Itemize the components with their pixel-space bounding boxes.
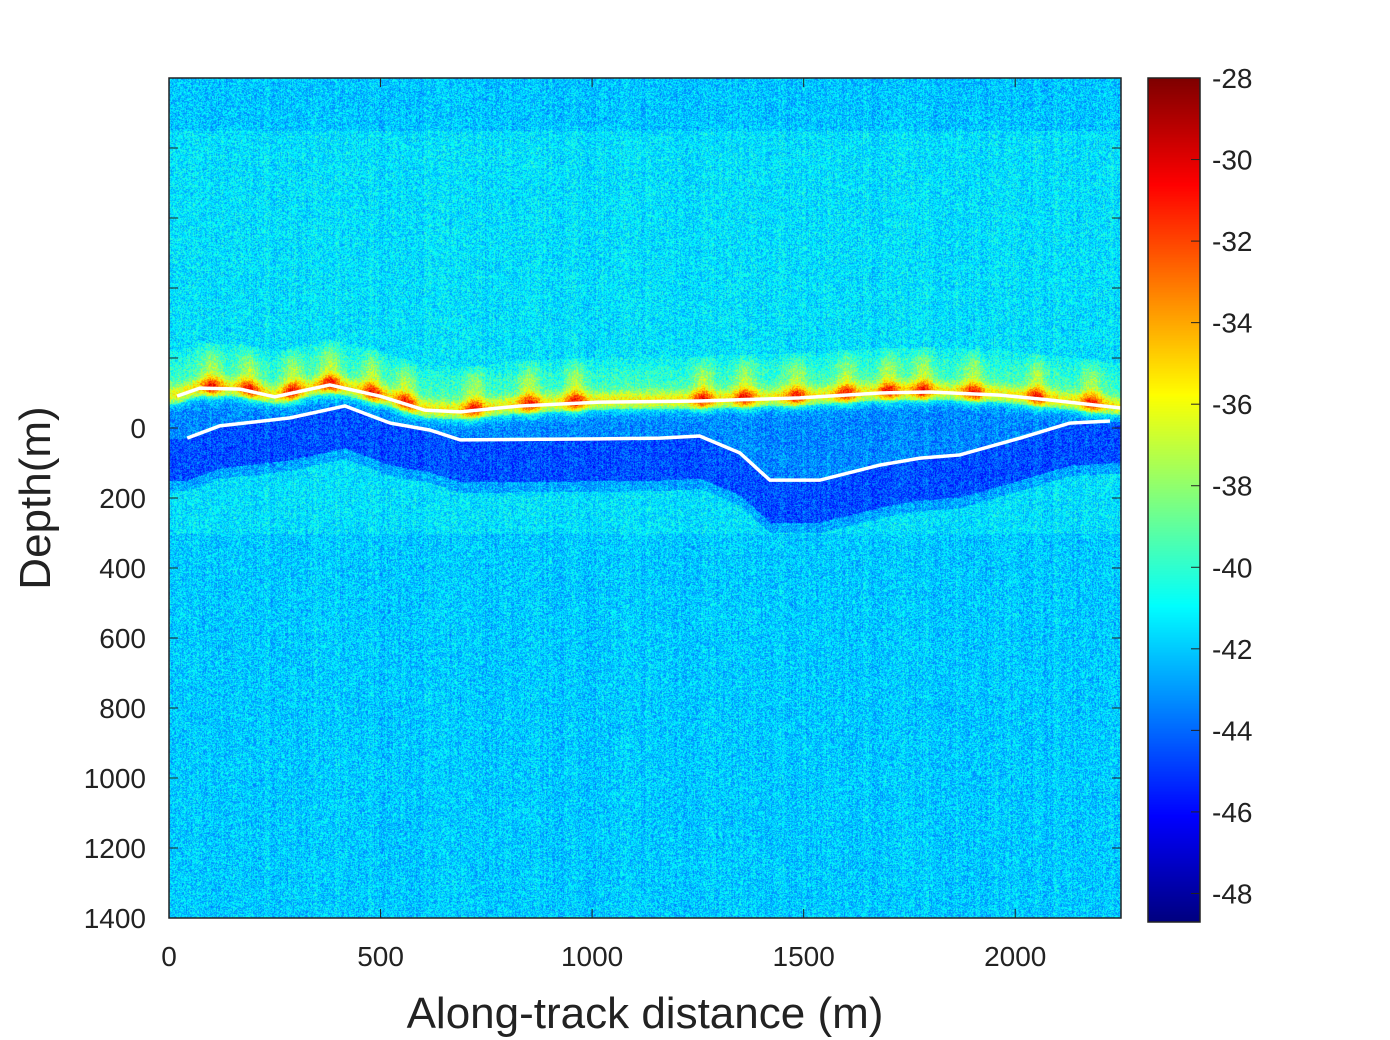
y-tick-label: 800 — [99, 693, 146, 724]
x-tick-label: 0 — [161, 941, 177, 972]
x-tick-label: 2000 — [984, 941, 1046, 972]
colorbar-tick-label: -30 — [1212, 145, 1252, 176]
x-tick-label: 500 — [357, 941, 404, 972]
colorbar-tick-label: -42 — [1212, 634, 1252, 665]
plot-frame — [168, 77, 1122, 919]
y-axis-label: Depth(m) — [11, 406, 60, 589]
colorbar-tick-label: -48 — [1212, 878, 1252, 909]
colorbar-tick-label: -40 — [1212, 552, 1252, 583]
x-tick-label: 1500 — [773, 941, 835, 972]
y-tick-label: 1200 — [84, 833, 146, 864]
y-tick-label: 200 — [99, 483, 146, 514]
colorbar-tick-label: -32 — [1212, 226, 1252, 257]
x-axis-label: Along-track distance (m) — [407, 989, 884, 1038]
colorbar — [1148, 78, 1200, 922]
colorbar-tick-label: -38 — [1212, 471, 1252, 502]
colorbar-tick-label: -46 — [1212, 797, 1252, 828]
upper-boundary-line — [176, 383, 1122, 414]
y-tick-label: 600 — [99, 623, 146, 654]
lower-boundary-line — [186, 404, 1111, 482]
colorbar-tick-label: -36 — [1212, 389, 1252, 420]
colorbar-tick-label: -34 — [1212, 308, 1252, 339]
colorbar-tick-label: -28 — [1212, 63, 1252, 94]
y-tick-label: 1000 — [84, 763, 146, 794]
radargram-heatmap — [169, 78, 1121, 918]
x-tick-label: 1000 — [561, 941, 623, 972]
colorbar-tick-label: -44 — [1212, 715, 1252, 746]
y-tick-label: 1400 — [84, 903, 146, 934]
y-tick-label: 0 — [130, 413, 146, 444]
colorbar-frame — [1147, 77, 1201, 923]
y-tick-label: 400 — [99, 553, 146, 584]
